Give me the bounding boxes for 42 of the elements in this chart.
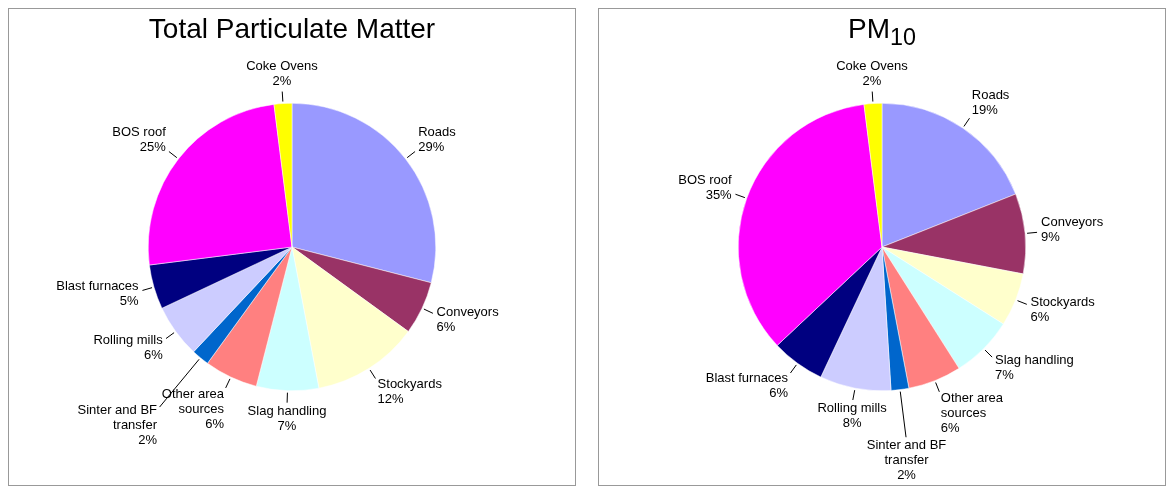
data-label: 6% bbox=[940, 420, 961, 436]
slice-label: BOS roof bbox=[112, 124, 167, 140]
data-label: 2% bbox=[897, 467, 917, 483]
data-label: 2% bbox=[138, 431, 158, 447]
data-label: 6% bbox=[205, 415, 225, 431]
slice-label: Coke Ovens bbox=[836, 57, 909, 73]
data-label: 7% bbox=[994, 367, 1015, 383]
slice-label: Other area sources bbox=[161, 385, 225, 416]
data-label: 8% bbox=[842, 414, 862, 430]
data-label: 5% bbox=[119, 293, 140, 309]
data-label: 2% bbox=[272, 72, 292, 88]
chart-title: PM$_{10}$ bbox=[847, 13, 917, 51]
slice-label: Slag handling bbox=[247, 402, 327, 418]
data-label: 6% bbox=[769, 384, 789, 400]
chart-title: Total Particulate Matter bbox=[147, 13, 437, 46]
slice-label: Blast furnaces bbox=[56, 278, 140, 294]
slice-label: Conveyors bbox=[1041, 213, 1104, 229]
data-label: 9% bbox=[1041, 228, 1061, 244]
slice-label: Conveyors bbox=[436, 303, 500, 319]
data-label: 2% bbox=[862, 72, 882, 88]
data-label: 6% bbox=[143, 346, 164, 362]
data-label: 29% bbox=[418, 139, 445, 155]
slice-label: Other area sources bbox=[940, 390, 1004, 421]
slice-label: BOS roof bbox=[678, 171, 733, 187]
slice-label: Rolling mills bbox=[817, 399, 888, 415]
slice-label: Sinter and BF transfer bbox=[866, 437, 947, 468]
data-label: 6% bbox=[436, 318, 456, 334]
data-label: 12% bbox=[377, 390, 405, 406]
slice-label: Stockyards bbox=[377, 375, 443, 391]
data-label: 6% bbox=[1030, 308, 1050, 324]
slice-label: Roads bbox=[971, 87, 1010, 103]
data-label: 19% bbox=[971, 102, 999, 118]
slice-label: Coke Ovens bbox=[246, 57, 319, 73]
slice-label: Slag handling bbox=[994, 352, 1074, 368]
data-label: 7% bbox=[277, 417, 297, 433]
slice-label: Sinter and BF transfer bbox=[77, 401, 158, 432]
slice-label: Roads bbox=[418, 124, 457, 140]
data-label: 25% bbox=[139, 139, 167, 155]
slice-label: Rolling mills bbox=[93, 331, 164, 347]
data-label: 35% bbox=[705, 186, 733, 202]
slice-label: Stockyards bbox=[1030, 293, 1096, 309]
slice-label: Blast furnaces bbox=[705, 369, 789, 385]
